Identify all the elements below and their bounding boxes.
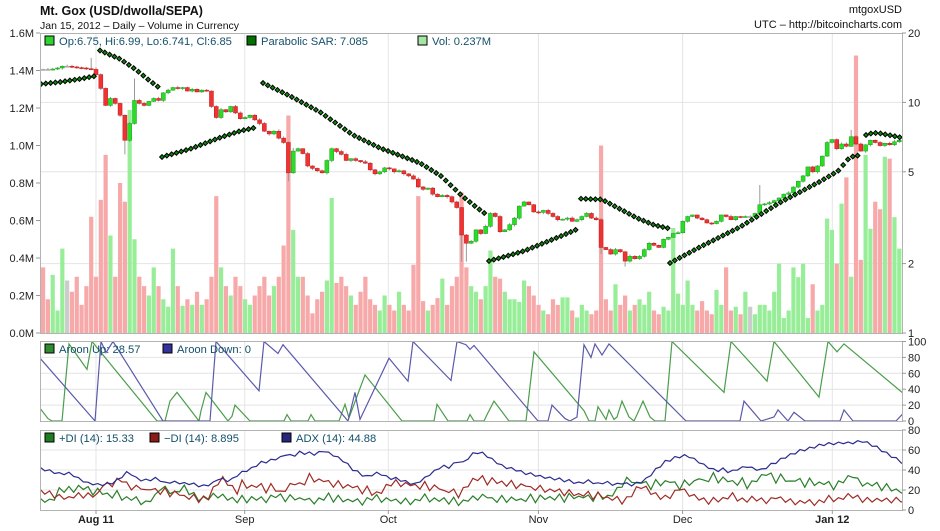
svg-text:1.6M: 1.6M	[10, 28, 34, 40]
svg-text:0.6M: 0.6M	[10, 216, 34, 228]
svg-text:80: 80	[908, 352, 920, 364]
svg-text:Vol: 0.237M: Vol: 0.237M	[432, 36, 491, 48]
svg-text:1: 1	[908, 328, 914, 340]
svg-text:20: 20	[908, 28, 920, 40]
svg-text:Jan 15, 2012 – Daily – Volume: Jan 15, 2012 – Daily – Volume in Currenc…	[40, 20, 240, 32]
svg-text:Jan 12: Jan 12	[815, 514, 849, 526]
svg-text:Op:6.75, Hi:6.99, Lo:6.741, Cl: Op:6.75, Hi:6.99, Lo:6.741, Cl:6.85	[59, 36, 232, 48]
svg-text:20: 20	[908, 485, 920, 497]
svg-text:2: 2	[908, 259, 914, 271]
svg-text:5: 5	[908, 167, 914, 179]
svg-text:80: 80	[908, 425, 920, 437]
svg-text:100: 100	[908, 337, 926, 349]
svg-text:0.8M: 0.8M	[10, 178, 34, 190]
svg-text:60: 60	[908, 368, 920, 380]
svg-text:0.2M: 0.2M	[10, 291, 34, 303]
svg-text:0.0M: 0.0M	[10, 328, 34, 340]
svg-text:Aug 11: Aug 11	[78, 514, 114, 526]
svg-text:1.4M: 1.4M	[10, 66, 34, 78]
svg-text:0: 0	[908, 505, 914, 517]
svg-text:40: 40	[908, 384, 920, 396]
svg-text:Aroon Down: 0: Aroon Down: 0	[177, 344, 251, 356]
svg-text:Sep: Sep	[235, 514, 255, 526]
svg-text:Oct: Oct	[380, 514, 397, 526]
svg-text:20: 20	[908, 400, 920, 412]
svg-text:1.2M: 1.2M	[10, 103, 34, 115]
svg-text:60: 60	[908, 445, 920, 457]
svg-text:Parabolic SAR: 7.085: Parabolic SAR: 7.085	[261, 36, 368, 48]
svg-text:Nov: Nov	[529, 514, 549, 526]
svg-text:10: 10	[908, 97, 920, 109]
svg-text:+DI (14): 15.33: +DI (14): 15.33	[59, 433, 134, 445]
svg-text:mtgoxUSD: mtgoxUSD	[849, 4, 902, 16]
svg-text:ADX (14): 44.88: ADX (14): 44.88	[296, 433, 376, 445]
svg-text:Mt. Gox (USD/dwolla/SEPA): Mt. Gox (USD/dwolla/SEPA)	[40, 4, 203, 18]
svg-text:−DI (14): 8.895: −DI (14): 8.895	[164, 433, 239, 445]
svg-text:UTC – http://bitcoincharts.com: UTC – http://bitcoincharts.com	[754, 19, 902, 31]
svg-text:Aroon Up: 28.57: Aroon Up: 28.57	[59, 344, 140, 356]
svg-text:0: 0	[908, 416, 914, 428]
svg-text:Dec: Dec	[673, 514, 693, 526]
svg-text:40: 40	[908, 465, 920, 477]
svg-text:1.0M: 1.0M	[10, 141, 34, 153]
svg-text:0.4M: 0.4M	[10, 253, 34, 265]
